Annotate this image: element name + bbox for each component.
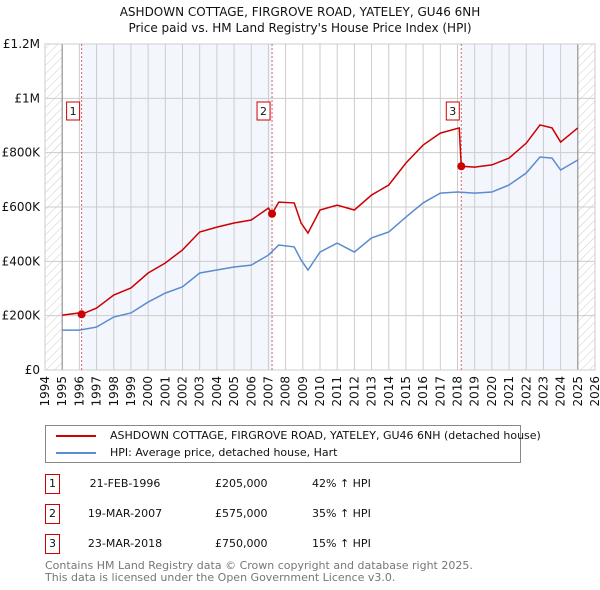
x-tick-label: 2006 bbox=[244, 376, 258, 407]
x-tick-label: 2026 bbox=[588, 376, 600, 407]
y-tick-label: £800K bbox=[2, 146, 42, 160]
sale-number-badge: 1 bbox=[45, 474, 60, 494]
legend-label-property: ASHDOWN COTTAGE, FIRGROVE ROAD, YATELEY,… bbox=[110, 429, 541, 442]
plot-frame bbox=[44, 43, 596, 371]
legend-label-hpi: HPI: Average price, detached house, Hart bbox=[110, 446, 338, 459]
sale-price: £575,000 bbox=[215, 507, 268, 520]
legend-swatch-blue bbox=[56, 451, 96, 454]
chart-subtitle: Price paid vs. HM Land Registry's House … bbox=[128, 21, 471, 35]
x-tick-label: 2025 bbox=[571, 376, 585, 407]
legend-item-hpi: HPI: Average price, detached house, Hart bbox=[56, 446, 337, 459]
y-tick-label: £1.2M bbox=[3, 37, 40, 51]
y-tick-label: £200K bbox=[2, 309, 42, 323]
sale-hpi-diff: 35% ↑ HPI bbox=[312, 507, 371, 520]
sale-date: 23-MAR-2018 bbox=[87, 537, 163, 550]
x-tick-label: 2020 bbox=[485, 376, 499, 407]
x-tick-label: 2021 bbox=[502, 376, 516, 407]
x-tick-label: 2019 bbox=[468, 376, 482, 407]
price-chart: ASHDOWN COTTAGE, FIRGROVE ROAD, YATELEY,… bbox=[2, 5, 600, 407]
x-tick-label: 1994 bbox=[38, 376, 52, 407]
x-tick-label: 2011 bbox=[330, 376, 344, 407]
chart-title: ASHDOWN COTTAGE, FIRGROVE ROAD, YATELEY,… bbox=[120, 5, 481, 19]
sale-price: £205,000 bbox=[215, 477, 268, 490]
sale-label-number: 1 bbox=[70, 105, 77, 118]
y-tick-label: £400K bbox=[2, 254, 42, 268]
x-tick-label: 2015 bbox=[399, 376, 413, 407]
x-tick-label: 2003 bbox=[193, 376, 207, 407]
x-tick-label: 2014 bbox=[382, 376, 396, 407]
sale-label-box bbox=[66, 101, 81, 121]
x-tick-label: 2022 bbox=[519, 376, 533, 407]
x-tick-label: 2023 bbox=[536, 376, 550, 407]
sale-hpi-diff: 42% ↑ HPI bbox=[312, 477, 371, 490]
hpi-line bbox=[62, 156, 579, 331]
y-tick-label: £1M bbox=[14, 91, 40, 105]
x-tick-label: 1998 bbox=[107, 376, 121, 407]
x-tick-label: 2009 bbox=[296, 376, 310, 407]
x-tick-label: 1995 bbox=[55, 376, 69, 407]
y-tick-label: £600K bbox=[2, 200, 42, 214]
x-tick-label: 2016 bbox=[416, 376, 430, 407]
sale-label-box bbox=[256, 101, 271, 121]
legend-item-property: ASHDOWN COTTAGE, FIRGROVE ROAD, YATELEY,… bbox=[56, 429, 541, 442]
sale-point bbox=[268, 209, 277, 218]
x-tick-label: 1997 bbox=[90, 376, 104, 407]
legend: ASHDOWN COTTAGE, FIRGROVE ROAD, YATELEY,… bbox=[45, 425, 541, 463]
sale-label-number: 2 bbox=[260, 105, 267, 118]
x-tick-label: 2012 bbox=[347, 376, 361, 407]
sale-label-box bbox=[445, 101, 460, 121]
sale-row: 2 19-MAR-2007 £575,000 35% ↑ HPI bbox=[0, 504, 600, 524]
sale-point bbox=[77, 310, 86, 319]
x-tick-label: 2010 bbox=[313, 376, 327, 407]
x-tick-label: 2008 bbox=[279, 376, 293, 407]
x-tick-label: 2000 bbox=[141, 376, 155, 407]
y-tick-label: £0 bbox=[25, 363, 40, 377]
sale-hpi-diff: 15% ↑ HPI bbox=[312, 537, 371, 550]
x-tick-label: 1996 bbox=[72, 376, 86, 407]
x-tick-label: 2013 bbox=[365, 376, 379, 407]
x-tick-label: 2024 bbox=[554, 376, 568, 407]
property-price-line bbox=[62, 124, 579, 316]
footer: Contains HM Land Registry data © Crown c… bbox=[45, 560, 473, 584]
sale-number-badge: 2 bbox=[45, 504, 60, 524]
sale-row: 3 23-MAR-2018 £750,000 15% ↑ HPI bbox=[0, 534, 600, 554]
sale-price: £750,000 bbox=[215, 537, 268, 550]
sale-date: 21-FEB-1996 bbox=[89, 477, 161, 490]
sale-point bbox=[457, 162, 466, 171]
x-tick-label: 2018 bbox=[451, 376, 465, 407]
legend-swatch-red bbox=[56, 434, 96, 437]
sale-number-badge: 3 bbox=[45, 534, 60, 554]
footer-copyright: Contains HM Land Registry data © Crown c… bbox=[45, 559, 473, 572]
x-tick-label: 2002 bbox=[176, 376, 190, 407]
sale-row: 1 21-FEB-1996 £205,000 42% ↑ HPI bbox=[0, 474, 600, 494]
x-tick-label: 2007 bbox=[261, 376, 275, 407]
x-tick-label: 2004 bbox=[210, 376, 224, 407]
sale-date: 19-MAR-2007 bbox=[87, 507, 163, 520]
sale-label-number: 3 bbox=[449, 105, 456, 118]
x-tick-label: 2017 bbox=[433, 376, 447, 407]
x-tick-label: 1999 bbox=[124, 376, 138, 407]
x-tick-label: 2005 bbox=[227, 376, 241, 407]
footer-licence: This data is licensed under the Open Gov… bbox=[45, 571, 396, 584]
x-tick-label: 2001 bbox=[158, 376, 172, 407]
